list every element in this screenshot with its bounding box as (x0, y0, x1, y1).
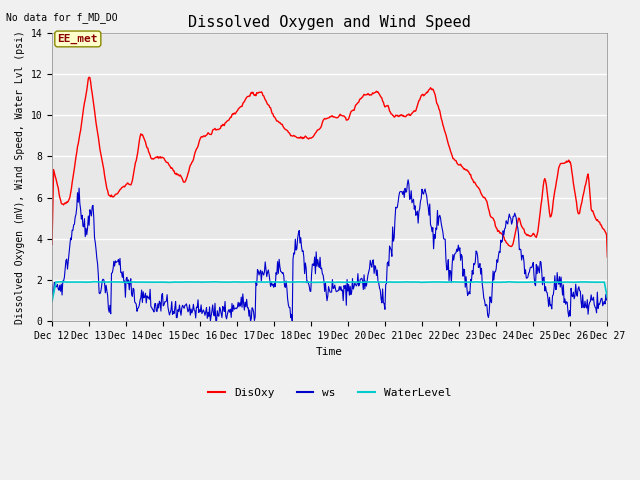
ws (58, 292, 66, 298)
WaterLevel (48, 299, 56, 304)
WaterLevel (58, 279, 66, 285)
Line: WaterLevel: WaterLevel (52, 282, 607, 301)
ws (398, 189, 406, 194)
DisOxy (48, 241, 56, 247)
ws (172, 299, 179, 304)
DisOxy (414, 100, 422, 106)
DisOxy (398, 112, 406, 118)
Y-axis label: Dissolved Oxygen (mV), Wind Speed, Water Lvl (psi): Dissolved Oxygen (mV), Wind Speed, Water… (15, 30, 25, 324)
WaterLevel (414, 279, 422, 285)
ws (415, 209, 423, 215)
DisOxy (116, 187, 124, 192)
ws (201, 312, 209, 318)
ws (48, 282, 56, 288)
ws (604, 296, 611, 302)
DisOxy (202, 132, 209, 138)
WaterLevel (604, 295, 611, 300)
DisOxy (58, 201, 66, 207)
Line: DisOxy: DisOxy (52, 77, 607, 257)
ws (404, 177, 412, 183)
WaterLevel (92, 279, 99, 285)
Title: Dissolved Oxygen and Wind Speed: Dissolved Oxygen and Wind Speed (188, 15, 471, 30)
X-axis label: Time: Time (316, 347, 343, 357)
ws (115, 262, 123, 268)
WaterLevel (116, 279, 124, 285)
WaterLevel (173, 279, 180, 285)
Text: EE_met: EE_met (58, 34, 98, 44)
Legend: DisOxy, ws, WaterLevel: DisOxy, ws, WaterLevel (204, 384, 456, 402)
DisOxy (173, 170, 180, 176)
Line: ws: ws (52, 180, 607, 321)
ws (212, 318, 220, 324)
DisOxy (85, 74, 93, 80)
WaterLevel (202, 279, 209, 285)
WaterLevel (398, 279, 406, 285)
DisOxy (604, 254, 611, 260)
Text: No data for f_MD_DO: No data for f_MD_DO (6, 12, 118, 23)
